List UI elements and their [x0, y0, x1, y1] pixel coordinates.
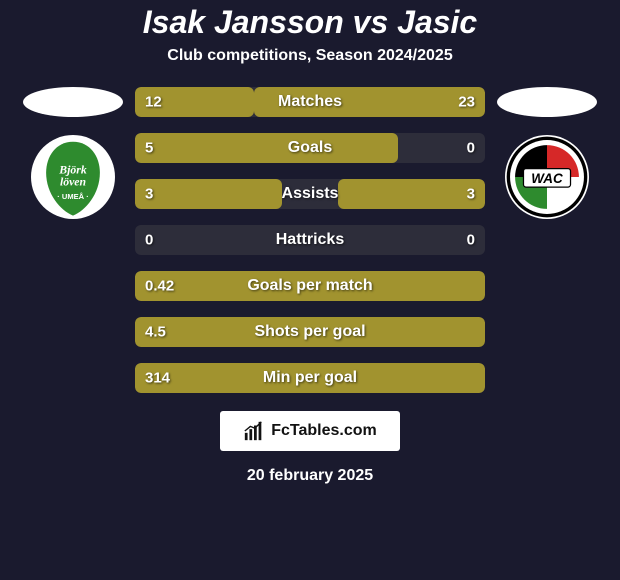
page-title: Isak Jansson vs Jasic — [143, 4, 477, 41]
stat-value-left: 314 — [145, 370, 170, 387]
stat-value-left: 0.42 — [145, 278, 174, 295]
stat-row: Shots per goal4.5 — [135, 317, 485, 347]
stat-row: Assists3 3 — [135, 179, 485, 209]
stat-label: Hattricks — [135, 231, 485, 249]
svg-text:· UMEÅ ·: · UMEÅ · — [57, 192, 88, 201]
stat-value-left: 0 — [145, 232, 153, 249]
svg-text:löven: löven — [60, 175, 86, 188]
stats-list: Matches1223Goals50Assists33Hattricks00Go… — [135, 87, 485, 393]
stat-row: Goals5 0 — [135, 133, 485, 163]
stat-label: Matches — [135, 93, 485, 111]
stat-value-left: 5 — [145, 140, 153, 157]
right-club-logo: WAC — [505, 135, 589, 219]
stat-value-left: 12 — [145, 94, 162, 111]
svg-text:WAC: WAC — [531, 171, 563, 186]
left-player-silhouette — [23, 87, 123, 117]
stat-row: Hattricks0 0 — [135, 225, 485, 255]
right-player-silhouette — [497, 87, 597, 117]
stat-label: Shots per goal — [135, 323, 485, 341]
chart-icon — [243, 420, 265, 442]
left-club-badge-icon: Björk löven · UMEÅ · — [31, 135, 115, 219]
stat-row: Goals per match0.42 — [135, 271, 485, 301]
stat-value-left: 3 — [145, 186, 153, 203]
right-club-badge-icon: WAC — [505, 135, 589, 219]
stat-row: Matches12 23 — [135, 87, 485, 117]
stat-value-right: 3 — [467, 186, 475, 203]
stat-label: Goals per match — [135, 277, 485, 295]
comparison-area: Björk löven · UMEÅ · Matches12 23 Goals5 0 A… — [0, 87, 620, 393]
stat-row: Min per goal314 — [135, 363, 485, 393]
footer-date: 20 february 2025 — [247, 467, 373, 485]
stat-label: Assists — [135, 185, 485, 203]
stat-label: Goals — [135, 139, 485, 157]
page-subtitle: Club competitions, Season 2024/2025 — [167, 47, 452, 65]
left-club-logo: Björk löven · UMEÅ · — [31, 135, 115, 219]
stat-label: Min per goal — [135, 369, 485, 387]
stat-value-right: 0 — [467, 232, 475, 249]
left-club-column: Björk löven · UMEÅ · — [23, 87, 123, 219]
right-club-column: WAC — [497, 87, 597, 219]
stat-value-right: 23 — [458, 94, 475, 111]
stat-value-left: 4.5 — [145, 324, 166, 341]
brand-badge[interactable]: FcTables.com — [220, 411, 400, 451]
stat-value-right: 0 — [467, 140, 475, 157]
brand-text: FcTables.com — [271, 422, 377, 440]
